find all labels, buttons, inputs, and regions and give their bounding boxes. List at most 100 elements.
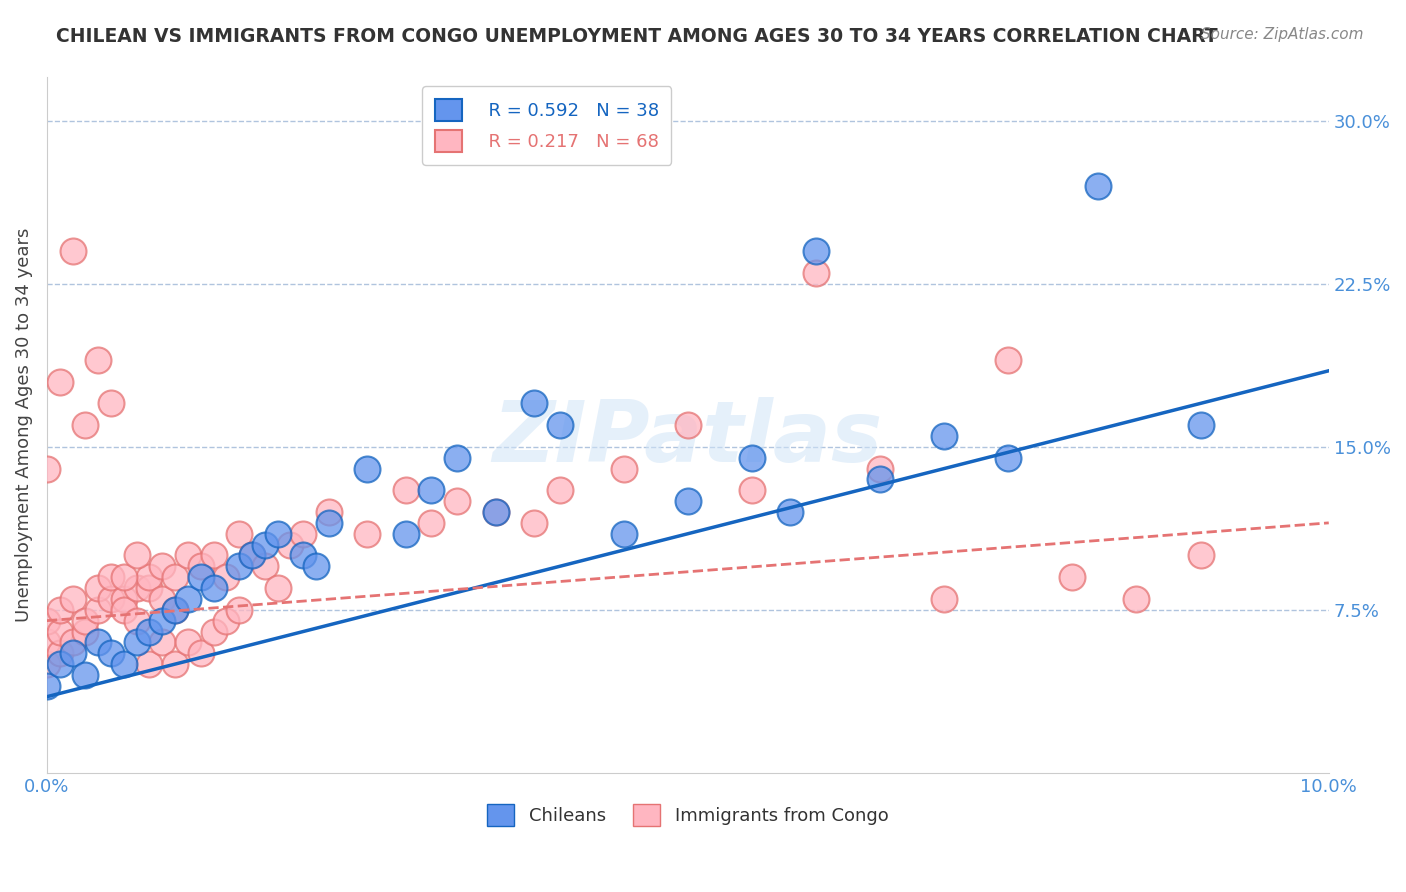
Point: [62, 646, 84, 660]
Point: [35, 679, 58, 693]
Point: [202, 549, 225, 563]
Point: [48, 375, 70, 389]
Point: [112, 603, 135, 617]
Point: [177, 591, 200, 606]
Text: ZIPatlas: ZIPatlas: [492, 398, 883, 481]
Point: [48, 624, 70, 639]
Point: [125, 614, 148, 628]
Point: [613, 461, 636, 475]
Point: [125, 581, 148, 595]
Point: [87, 635, 110, 649]
Point: [804, 266, 827, 280]
Point: [869, 472, 891, 486]
Point: [523, 396, 546, 410]
Point: [75, 624, 97, 639]
Point: [100, 396, 122, 410]
Point: [934, 591, 956, 606]
Point: [150, 635, 173, 649]
Point: [1189, 549, 1212, 563]
Point: [356, 461, 378, 475]
Point: [318, 505, 340, 519]
Text: CHILEAN VS IMMIGRANTS FROM CONGO UNEMPLOYMENT AMONG AGES 30 TO 34 YEARS CORRELAT: CHILEAN VS IMMIGRANTS FROM CONGO UNEMPLO…: [56, 27, 1218, 45]
Point: [395, 483, 418, 498]
Point: [253, 538, 276, 552]
Point: [676, 494, 699, 508]
Point: [138, 581, 160, 595]
Point: [741, 450, 763, 465]
Point: [1189, 418, 1212, 433]
Point: [177, 635, 200, 649]
Point: [240, 549, 263, 563]
Point: [125, 635, 148, 649]
Point: [395, 526, 418, 541]
Point: [741, 483, 763, 498]
Point: [613, 526, 636, 541]
Point: [202, 624, 225, 639]
Point: [48, 646, 70, 660]
Point: [190, 559, 212, 574]
Point: [48, 657, 70, 672]
Point: [75, 418, 97, 433]
Point: [112, 570, 135, 584]
Point: [112, 591, 135, 606]
Point: [804, 244, 827, 259]
Point: [305, 559, 328, 574]
Point: [35, 635, 58, 649]
Point: [280, 538, 302, 552]
Point: [87, 352, 110, 367]
Point: [266, 581, 288, 595]
Point: [292, 549, 315, 563]
Point: [138, 657, 160, 672]
Point: [318, 516, 340, 530]
Point: [100, 591, 122, 606]
Point: [75, 614, 97, 628]
Point: [35, 614, 58, 628]
Point: [165, 657, 187, 672]
Point: [548, 418, 571, 433]
Point: [228, 603, 250, 617]
Point: [997, 450, 1019, 465]
Point: [165, 603, 187, 617]
Point: [150, 614, 173, 628]
Point: [1087, 179, 1109, 194]
Point: [484, 505, 506, 519]
Point: [62, 591, 84, 606]
Point: [1125, 591, 1147, 606]
Point: [779, 505, 801, 519]
Point: [150, 591, 173, 606]
Point: [150, 559, 173, 574]
Point: [997, 352, 1019, 367]
Point: [420, 516, 443, 530]
Point: [165, 603, 187, 617]
Point: [420, 483, 443, 498]
Point: [228, 526, 250, 541]
Point: [75, 668, 97, 682]
Point: [215, 614, 238, 628]
Point: [100, 646, 122, 660]
Point: [292, 526, 315, 541]
Point: [215, 570, 238, 584]
Point: [87, 581, 110, 595]
Point: [62, 244, 84, 259]
Point: [35, 657, 58, 672]
Point: [177, 549, 200, 563]
Point: [125, 549, 148, 563]
Point: [548, 483, 571, 498]
Point: [446, 450, 468, 465]
Point: [112, 657, 135, 672]
Point: [676, 418, 699, 433]
Point: [35, 461, 58, 475]
Point: [87, 603, 110, 617]
Point: [190, 646, 212, 660]
Point: [48, 603, 70, 617]
Point: [100, 570, 122, 584]
Point: [934, 429, 956, 443]
Point: [266, 526, 288, 541]
Point: [240, 549, 263, 563]
Legend: Chileans, Immigrants from Congo: Chileans, Immigrants from Congo: [479, 797, 896, 833]
Point: [202, 581, 225, 595]
Point: [484, 505, 506, 519]
Point: [1062, 570, 1084, 584]
Point: [165, 570, 187, 584]
Point: [523, 516, 546, 530]
